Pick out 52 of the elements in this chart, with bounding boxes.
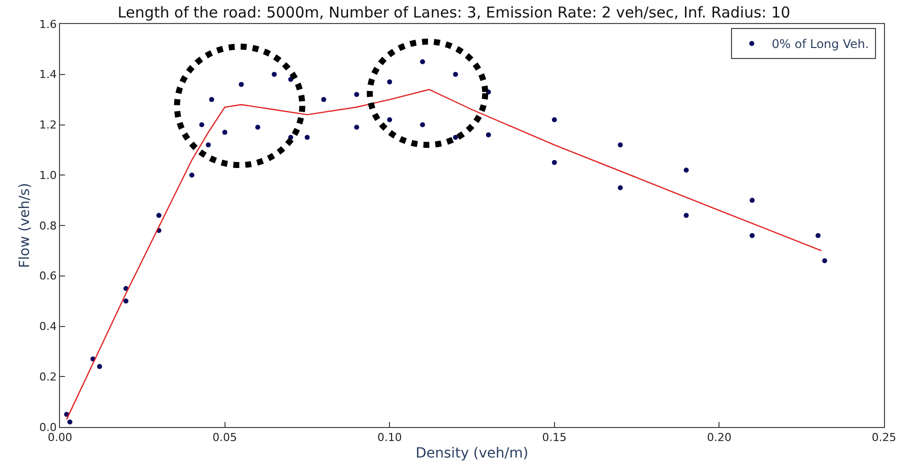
- point: [209, 97, 214, 102]
- point: [420, 122, 426, 128]
- point: [750, 198, 755, 203]
- point: [354, 92, 360, 98]
- y-tick-label: 0.4: [39, 320, 57, 334]
- point: [552, 117, 557, 122]
- point: [255, 124, 260, 130]
- point: [67, 419, 72, 424]
- point: [199, 122, 204, 128]
- y-tick-label: 0.8: [39, 219, 57, 232]
- y-tick-label: 0.2: [39, 370, 57, 384]
- point: [123, 298, 128, 304]
- chart-title: Length of the road: 5000m, Number of Lanes: 3, Emission Rate: 2 veh/sec, Inf. Radius: 10: [118, 4, 790, 22]
- point: [387, 79, 392, 84]
- x-tick-label: 0.20: [706, 431, 732, 444]
- y-tick-label: 1.4: [39, 68, 57, 82]
- point: [453, 72, 458, 77]
- point: [222, 130, 228, 135]
- y-axis-title: Flow (veh/s): [16, 182, 33, 268]
- point: [453, 134, 458, 140]
- point: [684, 168, 689, 173]
- x-tick-label: 0.05: [212, 431, 238, 444]
- x-axis-title: Density (veh/m): [416, 446, 528, 462]
- point: [420, 59, 426, 64]
- point: [354, 124, 360, 130]
- y-tick-label: 0.6: [39, 270, 57, 283]
- point: [618, 142, 623, 148]
- point: [272, 72, 277, 77]
- y-tick-label: 1.6: [39, 18, 57, 31]
- point: [684, 212, 689, 218]
- point: [189, 172, 194, 178]
- x-tick-label: 0.00: [48, 431, 72, 444]
- x-tick-label: 0.10: [377, 431, 402, 444]
- x-tick-label: 0.15: [542, 431, 567, 444]
- point: [816, 233, 821, 238]
- x-tick-label: 0.25: [872, 431, 896, 444]
- legend-label: 0% of Long Veh.: [772, 37, 869, 52]
- point: [750, 233, 755, 238]
- point: [618, 185, 623, 190]
- point: [156, 212, 162, 218]
- point: [97, 364, 102, 370]
- y-tick-label: 0.0: [39, 420, 57, 434]
- y-tick-label: 1.0: [39, 168, 57, 182]
- point: [238, 82, 244, 87]
- point: [552, 160, 557, 166]
- point: [387, 117, 392, 122]
- point: [486, 132, 491, 138]
- point: [321, 97, 326, 102]
- point: [304, 134, 310, 140]
- y-tick-label: 1.2: [39, 118, 57, 132]
- point: [206, 142, 211, 148]
- point: [822, 258, 828, 264]
